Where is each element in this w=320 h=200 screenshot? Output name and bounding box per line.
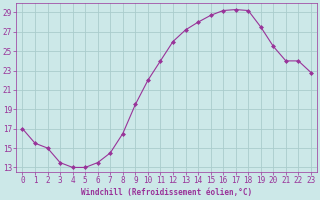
X-axis label: Windchill (Refroidissement éolien,°C): Windchill (Refroidissement éolien,°C) [81, 188, 252, 197]
